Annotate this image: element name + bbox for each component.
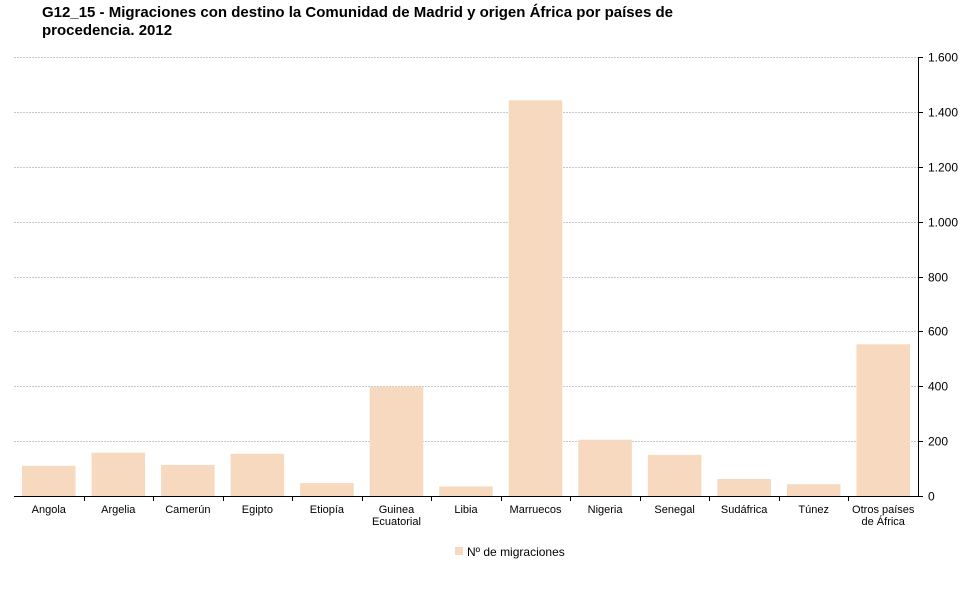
x-category-label: Senegal (654, 504, 694, 516)
x-category-label: Guinea (379, 504, 415, 516)
bar (91, 452, 146, 496)
legend-swatch (455, 547, 463, 555)
x-category-label: Sudáfrica (721, 504, 768, 516)
y-tick-label: 0 (928, 490, 935, 504)
y-tick-label: 200 (928, 435, 948, 449)
chart-title-line-2: procedencia. 2012 (42, 22, 173, 39)
x-category-label: Marruecos (510, 504, 562, 516)
x-category-label: Ecuatorial (372, 516, 421, 528)
bars (21, 100, 911, 496)
bar (578, 439, 632, 496)
legend: Nº de migraciones (455, 545, 565, 559)
axes (14, 57, 919, 497)
bar (717, 478, 771, 496)
bar (856, 344, 911, 496)
x-category-label: Nigeria (588, 504, 624, 516)
bar (161, 464, 215, 496)
gridlines (14, 57, 918, 442)
x-category-label: Angola (32, 504, 67, 516)
y-tick-label: 400 (928, 380, 948, 394)
bar (21, 465, 76, 496)
x-category-label: Argelia (101, 504, 136, 516)
chart-title-line-1: G12_15 - Migraciones con destino la Comu… (42, 4, 673, 21)
y-tick-labels: 0 200 400 600 800 1.000 1.200 1.400 1.600 (918, 51, 958, 504)
legend-label: Nº de migraciones (467, 545, 565, 559)
x-category-label: Libia (454, 504, 478, 516)
x-category-label: Etiopía (310, 504, 345, 516)
x-category-label: Túnez (798, 504, 829, 516)
y-tick-label: 1.600 (928, 51, 958, 65)
bar (300, 483, 354, 496)
y-tick-label: 1.000 (928, 216, 958, 230)
x-category-labels: Angola Argelia Camerún Egipto Etiopía GuineaE… (32, 496, 915, 528)
bar (369, 386, 424, 496)
bar (508, 100, 563, 496)
bar (647, 454, 702, 496)
bar (230, 453, 285, 496)
bar (786, 484, 841, 496)
chart-title: G12_15 - Migraciones con destino la Comu… (42, 4, 742, 40)
y-tick-label: 1.200 (928, 161, 958, 175)
x-category-label: de África (862, 515, 906, 528)
x-category-label: Egipto (242, 504, 273, 516)
x-category-label: Camerún (165, 504, 210, 516)
y-tick-label: 600 (928, 325, 948, 339)
y-tick-label: 1.400 (928, 106, 958, 120)
bar (439, 486, 493, 496)
x-category-label: Otros países (852, 504, 915, 516)
y-tick-label: 800 (928, 271, 948, 285)
